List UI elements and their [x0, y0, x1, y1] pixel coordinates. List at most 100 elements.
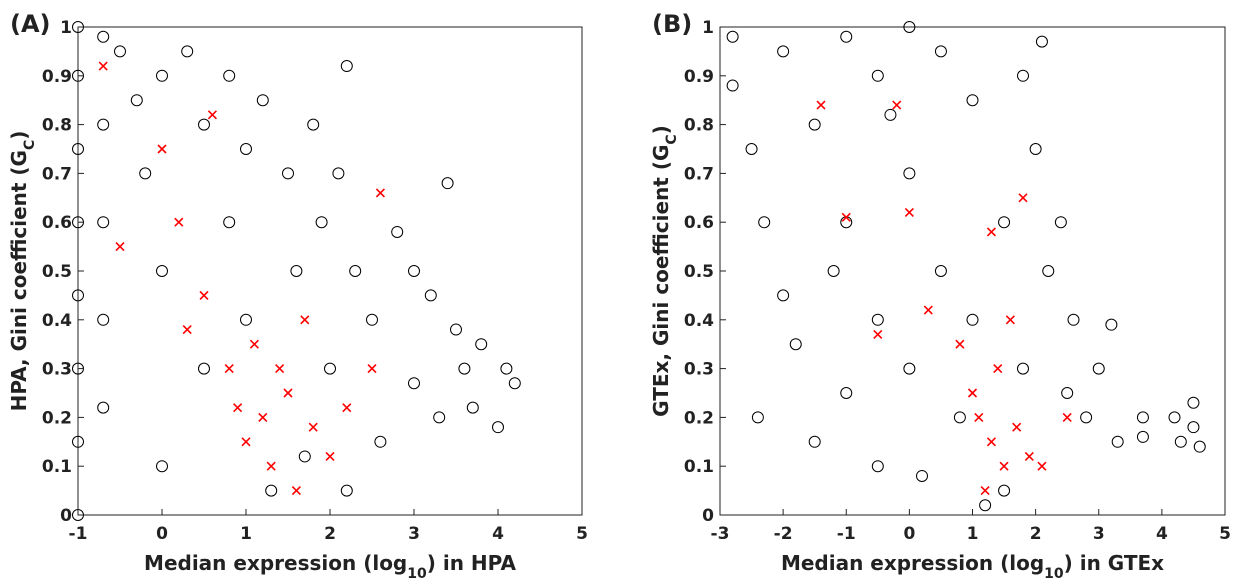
data-point: [181, 45, 194, 58]
data-point: [1193, 440, 1206, 453]
data-point: [240, 143, 252, 155]
data-point: [1092, 362, 1105, 375]
data-point: [367, 364, 377, 374]
data-point: [249, 339, 259, 349]
x-axis-label-part: ) in GTEx: [1064, 551, 1165, 575]
data-point: [841, 212, 851, 222]
data-point: [1062, 412, 1072, 422]
data-point: [1136, 411, 1149, 424]
data-point: [777, 45, 790, 58]
data-point: [751, 411, 764, 424]
data-point: [1035, 35, 1048, 48]
x-tick-label: -1: [69, 524, 88, 544]
data-point: [871, 313, 884, 326]
data-point: [934, 45, 947, 58]
x-tick-label: -2: [774, 524, 793, 544]
data-point: [758, 216, 771, 229]
y-tick-label: 0: [60, 506, 72, 526]
data-point: [315, 216, 328, 229]
data-point: [871, 69, 884, 82]
data-point: [199, 290, 209, 300]
data-point: [1067, 313, 1080, 326]
data-point: [72, 435, 84, 448]
data-point: [1012, 422, 1022, 432]
y-axis-label-part: C: [22, 140, 38, 150]
data-point: [391, 225, 404, 238]
data-point: [1187, 396, 1200, 409]
y-tick-label: 0.9: [684, 67, 714, 87]
x-tick-label: 4: [492, 524, 504, 544]
data-point: [450, 323, 462, 336]
data-point: [298, 450, 311, 463]
data-point: [325, 451, 335, 462]
data-point: [903, 21, 916, 33]
data-point: [1174, 435, 1187, 448]
data-point: [1037, 461, 1047, 471]
data-point: [300, 315, 310, 325]
x-tick-label: 0: [903, 524, 915, 544]
data-point: [1054, 216, 1067, 229]
y-axis-label: HPA, Gini coefficient (GC): [7, 131, 38, 412]
data-point: [1080, 411, 1093, 424]
data-point: [967, 388, 978, 398]
y-tick-label: 0.2: [42, 408, 72, 428]
data-point: [291, 486, 301, 496]
data-point: [923, 305, 933, 315]
data-point: [1024, 451, 1034, 462]
x-axis-label-part: 10: [407, 566, 427, 582]
data-point: [892, 100, 902, 110]
y-tick-label: 0.4: [42, 311, 72, 331]
data-point: [1017, 69, 1029, 82]
data-point: [182, 324, 192, 335]
x-tick-label: 1: [240, 524, 252, 544]
data-point: [1042, 265, 1055, 277]
data-point: [340, 60, 353, 73]
y-tick-label: 0.2: [684, 408, 714, 428]
data-point: [903, 167, 916, 180]
data-point: [1187, 421, 1200, 434]
y-axis-label-part: ): [649, 125, 673, 134]
data-point: [986, 227, 997, 237]
x-tick-label: -1: [837, 524, 856, 544]
data-point: [500, 362, 513, 375]
data-point: [224, 364, 234, 374]
x-axis-label-part: Median expression (log: [781, 551, 1044, 575]
data-point: [1018, 193, 1028, 203]
y-tick-label: 0.6: [684, 213, 714, 233]
data-point: [97, 118, 110, 131]
y-axis-label-part: HPA, Gini coefficient (G: [7, 150, 31, 411]
data-point: [408, 265, 420, 277]
data-point: [827, 265, 840, 277]
data-point: [198, 362, 210, 375]
y-axis-label-part: GTEx, Gini coefficient (G: [649, 145, 673, 417]
y-axis-label-part: C: [664, 134, 680, 144]
x-axis-label: Median expression (log10) in GTEx: [781, 551, 1164, 582]
x-tick-label: 5: [576, 524, 588, 544]
data-point: [424, 289, 437, 302]
y-axis-label: GTEx, Gini coefficient (GC): [649, 125, 680, 417]
data-point: [1005, 315, 1015, 325]
data-point: [1029, 143, 1042, 155]
y-axis-label-part: ): [7, 131, 31, 140]
x-tick-label: -3: [711, 524, 730, 544]
y-tick-label: 1: [60, 18, 72, 38]
data-point: [241, 437, 251, 447]
data-point: [240, 313, 252, 326]
data-point: [726, 79, 739, 92]
data-point: [1111, 435, 1124, 448]
data-point: [233, 403, 243, 413]
data-point: [198, 118, 210, 131]
data-point: [130, 94, 143, 107]
x-axis-label-part: Median expression (log: [144, 551, 407, 575]
data-point: [433, 411, 446, 424]
data-point: [816, 100, 826, 110]
data-point: [808, 118, 821, 131]
x-tick-label: 3: [1093, 524, 1105, 544]
x-tick-label: 2: [1030, 524, 1042, 544]
data-point: [256, 94, 269, 107]
data-point: [955, 339, 965, 349]
x-tick-label: 4: [1156, 524, 1168, 544]
data-point: [139, 167, 152, 180]
plot-area: [77, 26, 583, 516]
data-point: [349, 265, 362, 277]
